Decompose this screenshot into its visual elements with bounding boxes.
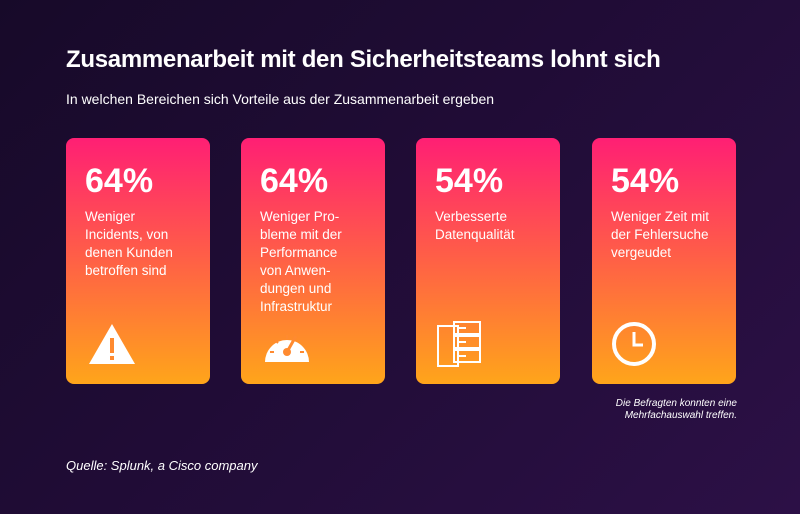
card-text-line: Performance [260, 245, 338, 260]
card-text-line: bleme mit der [260, 227, 342, 242]
card-text-line: dungen und [260, 281, 332, 296]
card-text-line: vergeudet [611, 245, 672, 260]
card-text-line: Weniger Pro- [260, 209, 340, 224]
card-text-line: von Anwen- [260, 263, 331, 278]
note: Die Befragten konnten eine Mehrfachauswa… [616, 398, 737, 422]
card-text-line: Datenqualität [435, 227, 515, 242]
card-figure: 64% [85, 162, 154, 200]
card: 54% Weniger Zeit mit der Fehlersuche vergeu… [592, 138, 736, 384]
card-icon [432, 316, 492, 381]
card-text-line: Weniger [85, 209, 136, 224]
subtitle: In welchen Bereichen sich Vorteile aus d… [66, 91, 495, 107]
card: 54% Verbesserte Datenqualität [416, 138, 560, 384]
card-text-line: Incidents, von [85, 227, 169, 242]
card: 64% Weniger Pro-bleme mit der Performance v… [241, 138, 385, 384]
card-figure: 64% [260, 162, 329, 200]
card-text-line: Infrastruktur [260, 299, 333, 314]
card-text-line: Verbesserte [435, 209, 508, 224]
title: Zusammenarbeit mit den Sicherheitsteams … [66, 46, 661, 73]
card-text-line: Weniger Zeit mit [611, 209, 710, 224]
card-text: Verbesserte Datenqualität [435, 208, 515, 244]
card-text-line: der Fehlersuche [611, 227, 709, 242]
card-text-line: denen Kunden [85, 245, 173, 260]
card-text: Weniger Pro-bleme mit der Performance von … [260, 208, 342, 316]
card-icon [257, 316, 317, 381]
card-text-line: betroffen sind [85, 263, 167, 278]
card-text: Weniger Incidents, von denen Kunden betroff… [85, 208, 173, 280]
card-figure: 54% [611, 162, 680, 200]
card-icon [608, 316, 668, 381]
source: Quelle: Splunk, a Cisco company [66, 458, 258, 473]
card-icon [82, 316, 142, 381]
card-figure: 54% [435, 162, 504, 200]
note-line: Die Befragten konnten eine [615, 398, 737, 409]
note-line: Mehrfachauswahl treffen. [624, 410, 737, 421]
card: 64% Weniger Incidents, von denen Kunden betr… [66, 138, 210, 384]
card-text: Weniger Zeit mit der Fehlersuche vergeudet [611, 208, 709, 262]
